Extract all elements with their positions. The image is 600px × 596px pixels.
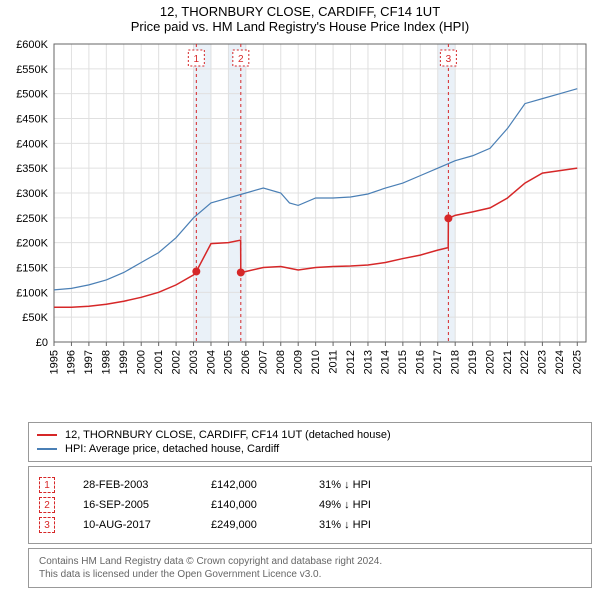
svg-text:2006: 2006 [240,350,252,374]
svg-text:£250K: £250K [16,213,48,225]
svg-text:2020: 2020 [484,350,496,374]
svg-text:£450K: £450K [16,114,48,126]
legend-label: HPI: Average price, detached house, Card… [65,443,279,455]
svg-text:£0: £0 [36,337,48,349]
svg-text:2014: 2014 [380,350,392,374]
svg-text:2015: 2015 [397,350,409,374]
svg-text:2023: 2023 [537,350,549,374]
transaction-marker: 2 [39,497,55,513]
transaction-marker: 1 [39,477,55,493]
transaction-price: £249,000 [211,519,291,531]
transaction-price: £142,000 [211,479,291,491]
transaction-hpi: 31% ↓ HPI [319,479,409,491]
svg-text:£300K: £300K [16,188,48,200]
svg-text:£550K: £550K [16,64,48,76]
license-box: Contains HM Land Registry data © Crown c… [28,548,592,588]
svg-text:2016: 2016 [415,350,427,374]
license-line2: This data is licensed under the Open Gov… [39,568,581,581]
legend-item: HPI: Average price, detached house, Card… [37,443,583,455]
svg-text:2003: 2003 [188,350,200,374]
svg-text:2024: 2024 [554,350,566,374]
transaction-date: 28-FEB-2003 [83,479,183,491]
title-block: 12, THORNBURY CLOSE, CARDIFF, CF14 1UT P… [4,4,596,34]
svg-text:2010: 2010 [310,350,322,374]
line-chart-svg: £0 £50K £100K £150K £200K £250K £300K £350K £400… [4,38,596,418]
svg-text:2008: 2008 [275,350,287,374]
title-line2: Price paid vs. HM Land Registry's House … [4,19,596,34]
svg-text:1995: 1995 [48,350,60,374]
svg-text:£200K: £200K [16,238,48,250]
svg-text:2002: 2002 [170,350,182,374]
title-line1: 12, THORNBURY CLOSE, CARDIFF, CF14 1UT [4,4,596,19]
svg-text:2: 2 [238,54,244,65]
transaction-row: 1 28-FEB-2003 £142,000 31% ↓ HPI [39,477,581,493]
svg-text:1998: 1998 [101,350,113,374]
svg-text:£350K: £350K [16,163,48,175]
svg-text:2013: 2013 [362,350,374,374]
legend: 12, THORNBURY CLOSE, CARDIFF, CF14 1UT (… [28,422,592,462]
svg-text:2005: 2005 [223,350,235,374]
svg-text:1996: 1996 [66,350,78,374]
svg-text:2011: 2011 [327,350,339,374]
svg-text:3: 3 [446,54,452,65]
transaction-hpi: 31% ↓ HPI [319,519,409,531]
svg-text:2009: 2009 [292,350,304,374]
license-line1: Contains HM Land Registry data © Crown c… [39,555,581,568]
svg-text:£50K: £50K [22,312,48,324]
transaction-date: 16-SEP-2005 [83,499,183,511]
svg-text:2019: 2019 [467,350,479,374]
svg-text:1: 1 [194,54,200,65]
legend-swatch [37,448,57,450]
svg-text:1999: 1999 [118,350,130,374]
svg-text:2000: 2000 [136,350,148,374]
svg-text:2001: 2001 [153,350,165,374]
svg-text:2017: 2017 [432,350,444,374]
svg-text:£150K: £150K [16,263,48,275]
svg-text:2018: 2018 [449,350,461,374]
chart-area: £0 £50K £100K £150K £200K £250K £300K £350K £400… [4,38,596,418]
transaction-date: 10-AUG-2017 [83,519,183,531]
transaction-marker: 3 [39,517,55,533]
svg-text:2025: 2025 [572,350,584,374]
legend-swatch [37,434,57,436]
chart-container: 12, THORNBURY CLOSE, CARDIFF, CF14 1UT P… [0,0,600,596]
transactions-table: 1 28-FEB-2003 £142,000 31% ↓ HPI 2 16-SE… [28,466,592,544]
legend-label: 12, THORNBURY CLOSE, CARDIFF, CF14 1UT (… [65,429,391,441]
transaction-row: 2 16-SEP-2005 £140,000 49% ↓ HPI [39,497,581,513]
svg-text:£100K: £100K [16,287,48,299]
svg-text:2004: 2004 [205,350,217,374]
transaction-row: 3 10-AUG-2017 £249,000 31% ↓ HPI [39,517,581,533]
transaction-price: £140,000 [211,499,291,511]
legend-item: 12, THORNBURY CLOSE, CARDIFF, CF14 1UT (… [37,429,583,441]
svg-text:£500K: £500K [16,89,48,101]
svg-text:£600K: £600K [16,39,48,51]
svg-text:£400K: £400K [16,138,48,150]
svg-text:2007: 2007 [258,350,270,374]
svg-text:2021: 2021 [502,350,514,374]
transaction-hpi: 49% ↓ HPI [319,499,409,511]
svg-text:2012: 2012 [345,350,357,374]
svg-text:2022: 2022 [519,350,531,374]
svg-text:1997: 1997 [83,350,95,374]
